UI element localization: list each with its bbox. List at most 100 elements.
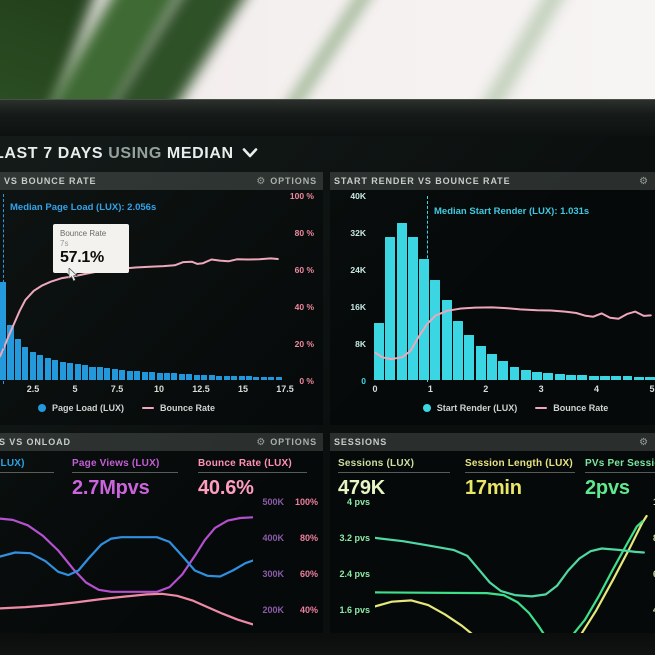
stat-underline bbox=[72, 472, 178, 473]
y-axis-label: 40K bbox=[350, 191, 366, 201]
bounce-rate-line-chart bbox=[374, 306, 652, 361]
start-render-bar bbox=[611, 376, 622, 380]
start-render-bar bbox=[419, 259, 430, 380]
x-axis-label: 2.5 bbox=[26, 384, 40, 394]
page-load-bar bbox=[37, 355, 44, 380]
legend-item-start-render[interactable]: Start Render (LUX) bbox=[422, 403, 518, 413]
y-axis-label: 16K bbox=[350, 302, 366, 312]
stat-label: PVs Per Session bbox=[585, 458, 655, 469]
pct-axis-label: 40% bbox=[299, 605, 318, 615]
x-axis-label: 7.5 bbox=[110, 384, 124, 394]
stat-page-views: Page Views (LUX) 2.7Mpvs bbox=[72, 458, 178, 500]
page-views-line bbox=[0, 516, 253, 593]
x-axis-label: 5 bbox=[649, 384, 655, 394]
dashboard-screen: LAST 7 DAYS USING MEDIAN VS BOUNCE RATE … bbox=[0, 136, 655, 633]
right-axis-label: 80 % bbox=[294, 228, 314, 238]
median-annotation: Median Page Load (LUX): 2.056s bbox=[10, 202, 157, 213]
sessions-line bbox=[572, 520, 644, 633]
start-render-bar bbox=[453, 320, 463, 380]
title-range: LAST 7 DAYS bbox=[0, 145, 104, 162]
median-page-load-line bbox=[3, 194, 4, 384]
options-button[interactable]: ⚙ bbox=[639, 437, 649, 448]
stat-bounce-rate: Bounce Rate (LUX) 40.6% bbox=[198, 458, 307, 500]
left-axis: 4 pvs 3.2 pvs 2.4 pvs 1.6 pvs bbox=[336, 497, 370, 615]
page-load-bar bbox=[149, 372, 156, 380]
panel-header: SESSIONS ⚙ bbox=[330, 433, 655, 451]
page-load-bar bbox=[22, 347, 29, 380]
panel-header: START RENDER VS BOUNCE RATE ⚙ bbox=[330, 172, 655, 190]
start-render-bar bbox=[543, 372, 554, 380]
sessions-line-chart bbox=[375, 514, 648, 633]
page-load-bar bbox=[253, 376, 260, 380]
chevron-down-icon[interactable] bbox=[242, 145, 258, 163]
page-load-bar bbox=[216, 375, 223, 380]
options-label: OPTIONS bbox=[270, 176, 317, 186]
right-axis-cut-label: 1 bbox=[648, 497, 655, 507]
start-render-bar bbox=[385, 236, 396, 380]
y-axis-label: 0 bbox=[361, 376, 366, 386]
date-range-dropdown[interactable]: LAST 7 DAYS USING MEDIAN bbox=[0, 136, 655, 172]
page-load-bar bbox=[74, 364, 81, 380]
stat-label: Page Views (LUX) bbox=[72, 458, 160, 469]
panel-start-render-vs-bounce-rate: START RENDER VS BOUNCE RATE ⚙ 40K 32K 24K 1… bbox=[330, 172, 655, 425]
axis-row: 500K 100% bbox=[252, 497, 318, 507]
page-load-bar bbox=[178, 373, 185, 380]
options-button[interactable]: ⚙ OPTIONS bbox=[256, 437, 317, 448]
tooltip-label: Bounce Rate bbox=[60, 229, 107, 238]
right-axis-cut-label: 6 bbox=[648, 569, 655, 579]
x-axis-label: 0 bbox=[372, 384, 378, 394]
right-axis-label: 0 % bbox=[299, 376, 314, 386]
axis-row: 400K 80% bbox=[252, 533, 318, 543]
options-button[interactable]: ⚙ OPTIONS bbox=[256, 176, 317, 187]
panel-pvs-vs-onload: S VS ONLOAD ⚙ OPTIONS (LUX) Page Views (… bbox=[0, 433, 323, 633]
line-swatch-icon bbox=[535, 406, 548, 410]
page-load-bar bbox=[89, 366, 96, 380]
legend-label: Start Render (LUX) bbox=[436, 403, 518, 413]
page-load-bar bbox=[193, 374, 200, 380]
bounce-rate-line bbox=[0, 257, 279, 358]
stat-label: (LUX) bbox=[0, 458, 25, 469]
stat-underline bbox=[338, 472, 450, 473]
pvs-onload-line-chart bbox=[0, 516, 253, 626]
page-load-bar bbox=[245, 376, 253, 380]
legend-item-page-load[interactable]: Page Load (LUX) bbox=[37, 403, 124, 413]
line-swatch-icon bbox=[142, 406, 154, 410]
stat-underline bbox=[465, 472, 575, 473]
stat-pvs-per-session: PVs Per Session 2pvs bbox=[585, 458, 655, 500]
count-axis-label: 500K bbox=[262, 497, 284, 507]
left-axis-label: 2.4 pvs bbox=[339, 569, 370, 579]
page-load-bar bbox=[141, 371, 148, 380]
page-load-bar bbox=[208, 375, 215, 380]
start-render-bar bbox=[588, 375, 599, 380]
options-label: OPTIONS bbox=[270, 437, 317, 447]
gear-icon[interactable]: ⚙ bbox=[256, 436, 267, 448]
stat-label: Bounce Rate (LUX) bbox=[198, 458, 292, 469]
y-axis-label: 8K bbox=[355, 339, 366, 349]
panel-title: S VS ONLOAD bbox=[0, 437, 71, 447]
page-load-bar bbox=[44, 358, 51, 380]
median-annotation: Median Start Render (LUX): 1.031s bbox=[434, 206, 590, 217]
y-axis-label: 24K bbox=[350, 265, 366, 275]
tooltip-sub: 7s bbox=[60, 239, 69, 248]
stat-underline bbox=[585, 472, 655, 473]
options-button[interactable]: ⚙ bbox=[639, 176, 649, 187]
page-load-bar bbox=[52, 360, 59, 380]
start-render-bar bbox=[520, 370, 531, 380]
start-render-bar bbox=[407, 236, 418, 380]
stat-value: 40.6% bbox=[198, 477, 254, 499]
legend-item-bounce-rate[interactable]: Bounce Rate bbox=[142, 403, 215, 413]
gear-icon[interactable]: ⚙ bbox=[256, 175, 267, 187]
x-axis: 0 1 2 3 4 5 bbox=[366, 384, 655, 394]
start-render-bar bbox=[645, 376, 655, 380]
gear-icon[interactable]: ⚙ bbox=[639, 175, 649, 187]
x-axis: 2.5 5 7.5 10 12.5 15 17.5 bbox=[20, 384, 298, 394]
page-load-bar bbox=[104, 368, 111, 380]
left-axis-label: 1.6 pvs bbox=[339, 605, 370, 615]
pct-axis-label: 80% bbox=[299, 533, 318, 543]
bounce-rate-line bbox=[374, 306, 652, 361]
start-render-bar bbox=[599, 375, 610, 380]
x-axis-label: 17.5 bbox=[276, 384, 294, 394]
legend-item-bounce-rate[interactable]: Bounce Rate bbox=[535, 403, 608, 413]
gear-icon[interactable]: ⚙ bbox=[639, 436, 649, 448]
